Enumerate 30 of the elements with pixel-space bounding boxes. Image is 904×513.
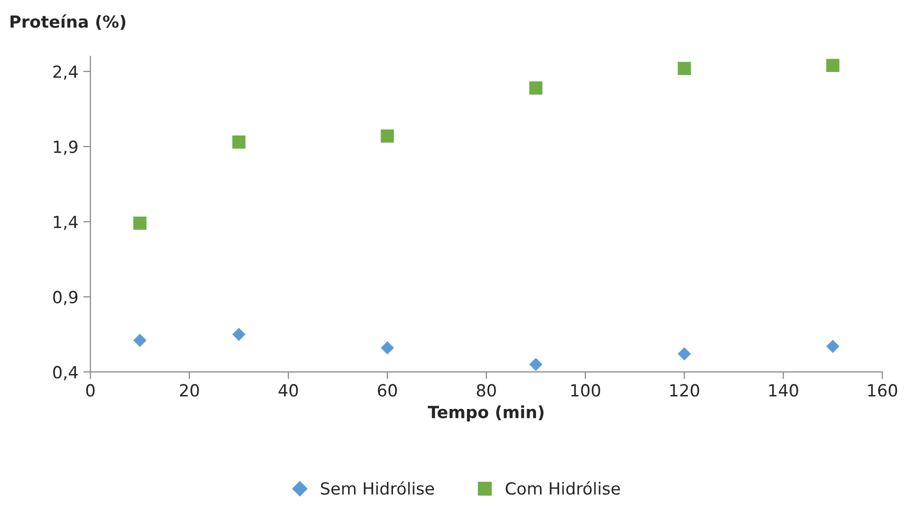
point xyxy=(133,334,146,347)
x-tick-label: 20 xyxy=(180,384,199,397)
y-tick-label: 2,4 xyxy=(53,65,78,80)
y-tick-label: 1,9 xyxy=(54,140,78,155)
x-tick-label: 100 xyxy=(571,384,600,397)
point xyxy=(826,340,840,353)
point xyxy=(678,62,691,76)
x-tick-label: 120 xyxy=(670,384,700,397)
point xyxy=(232,328,246,341)
legend-label: Sem Hidrólise xyxy=(320,481,434,495)
y-tick-label: 0,4 xyxy=(53,366,78,380)
x-tick-label: 140 xyxy=(769,384,798,397)
x-axis-title: Tempo (min) xyxy=(428,405,544,422)
y-tick-label: 0,9 xyxy=(53,290,78,306)
x-tick-label: 160 xyxy=(868,384,898,397)
point xyxy=(232,135,246,149)
point xyxy=(678,347,691,360)
point xyxy=(380,341,394,354)
x-tick-label: 0 xyxy=(86,384,95,397)
y-tick-label: 1,4 xyxy=(54,216,78,230)
point xyxy=(380,129,394,143)
point xyxy=(529,358,542,371)
point xyxy=(133,216,146,230)
point xyxy=(826,58,840,72)
point xyxy=(529,81,542,95)
x-tick-label: 60 xyxy=(378,384,397,397)
x-tick-label: 80 xyxy=(476,384,496,397)
legend-label: Com Hidrólise xyxy=(506,481,620,495)
y-axis-title: Proteína (%) xyxy=(10,14,126,30)
x-tick-label: 40 xyxy=(278,384,298,397)
